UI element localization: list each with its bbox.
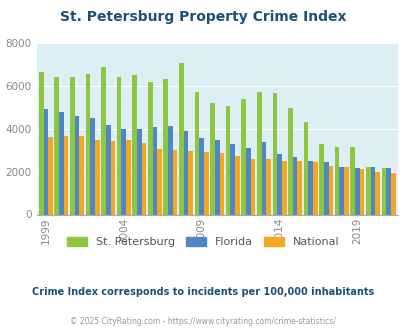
Bar (157, 149, 162, 214)
Legend: St. Petersburg, Florida, National: St. Petersburg, Florida, National (62, 233, 343, 252)
Bar (117, 77, 121, 215)
Bar (43, 109, 48, 214)
Bar (188, 151, 193, 214)
Bar (183, 131, 188, 214)
Bar (241, 99, 245, 214)
Bar (210, 103, 214, 214)
Bar (199, 138, 203, 214)
Bar (292, 157, 297, 214)
Bar (281, 161, 286, 214)
Bar (365, 167, 370, 214)
Bar (266, 159, 270, 214)
Bar (272, 93, 277, 214)
Bar (168, 126, 173, 214)
Bar (230, 144, 234, 214)
Bar (101, 67, 106, 214)
Bar (334, 147, 339, 214)
Bar (126, 140, 130, 214)
Bar (70, 77, 75, 214)
Bar (214, 140, 219, 214)
Bar (85, 74, 90, 214)
Bar (121, 129, 126, 214)
Bar (307, 161, 312, 214)
Bar (318, 144, 323, 214)
Bar (54, 77, 59, 214)
Bar (64, 136, 68, 214)
Bar (297, 161, 301, 214)
Text: St. Petersburg Property Crime Index: St. Petersburg Property Crime Index (60, 10, 345, 24)
Bar (370, 167, 374, 214)
Bar (312, 162, 317, 214)
Bar (256, 92, 261, 214)
Bar (385, 168, 390, 214)
Bar (219, 152, 224, 214)
Bar (194, 92, 199, 214)
Bar (179, 63, 183, 214)
Bar (381, 168, 385, 214)
Bar (359, 169, 364, 214)
Bar (288, 108, 292, 214)
Bar (261, 142, 266, 214)
Bar (141, 143, 146, 214)
Bar (374, 173, 379, 214)
Bar (390, 173, 394, 214)
Bar (277, 153, 281, 214)
Bar (234, 156, 239, 215)
Bar (79, 136, 84, 214)
Bar (59, 112, 64, 214)
Bar (225, 106, 230, 214)
Bar (173, 150, 177, 214)
Bar (106, 125, 110, 214)
Bar (132, 75, 136, 214)
Bar (110, 141, 115, 214)
Bar (90, 118, 95, 214)
Bar (136, 129, 141, 214)
Bar (147, 82, 152, 214)
Bar (152, 127, 157, 214)
Bar (163, 79, 168, 214)
Bar (339, 167, 343, 214)
Bar (75, 116, 79, 214)
Text: © 2025 CityRating.com - https://www.cityrating.com/crime-statistics/: © 2025 CityRating.com - https://www.city… (70, 317, 335, 326)
Bar (95, 140, 99, 214)
Bar (250, 159, 255, 214)
Bar (350, 147, 354, 214)
Bar (303, 122, 307, 214)
Bar (323, 162, 328, 214)
Bar (48, 137, 53, 214)
Bar (354, 168, 359, 215)
Bar (203, 152, 208, 214)
Bar (39, 72, 43, 215)
Bar (343, 167, 348, 214)
Text: Crime Index corresponds to incidents per 100,000 inhabitants: Crime Index corresponds to incidents per… (32, 287, 373, 297)
Bar (245, 148, 250, 214)
Bar (328, 166, 333, 214)
